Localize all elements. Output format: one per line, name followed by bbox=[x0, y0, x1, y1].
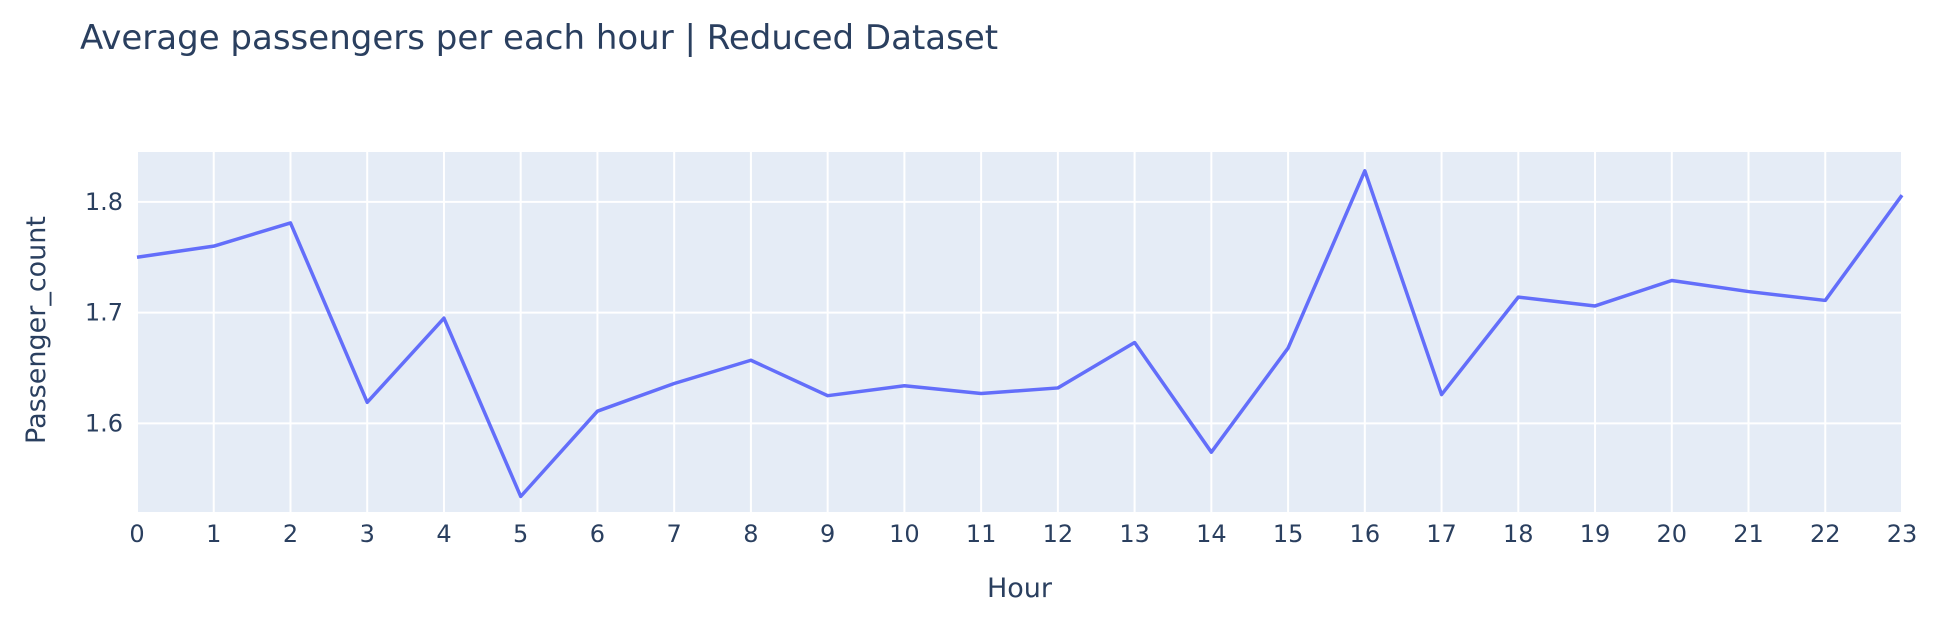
x-tick-label: 16 bbox=[1350, 520, 1381, 548]
chart-title: Average passengers per each hour | Reduc… bbox=[80, 18, 999, 58]
x-axis-ticks: 0 1 2 3 4 5 6 7 8 9 10 11 12 13 14 15 16 17 18 19 20 21 22 23 bbox=[129, 520, 1917, 548]
data-point bbox=[1516, 295, 1520, 299]
data-point bbox=[1286, 346, 1290, 350]
x-tick-label: 6 bbox=[590, 520, 605, 548]
x-tick-label: 0 bbox=[129, 520, 144, 548]
data-point bbox=[826, 394, 830, 398]
gridlines bbox=[136, 152, 1903, 512]
data-point bbox=[288, 221, 292, 225]
x-tick-label: 10 bbox=[889, 520, 920, 548]
y-tick-label: 1.6 bbox=[85, 409, 123, 437]
x-tick-label: 12 bbox=[1043, 520, 1074, 548]
data-point bbox=[979, 391, 983, 395]
data-point bbox=[1823, 298, 1827, 302]
data-point bbox=[1363, 169, 1367, 173]
y-tick-label: 1.7 bbox=[85, 299, 123, 327]
data-point bbox=[749, 358, 753, 362]
x-tick-label: 19 bbox=[1580, 520, 1611, 548]
data-point bbox=[442, 316, 446, 320]
x-tick-label: 2 bbox=[283, 520, 298, 548]
x-axis-title: Hour bbox=[987, 573, 1053, 604]
x-tick-label: 9 bbox=[820, 520, 835, 548]
x-tick-label: 21 bbox=[1733, 520, 1764, 548]
y-tick-label: 1.8 bbox=[85, 188, 123, 216]
data-point bbox=[365, 400, 369, 404]
data-point bbox=[1593, 304, 1597, 308]
data-point bbox=[519, 494, 523, 498]
x-tick-label: 20 bbox=[1657, 520, 1688, 548]
data-point bbox=[1440, 393, 1444, 397]
x-tick-label: 18 bbox=[1503, 520, 1534, 548]
x-tick-label: 4 bbox=[436, 520, 451, 548]
series-line bbox=[136, 169, 1904, 499]
data-point bbox=[135, 255, 139, 259]
data-point bbox=[1900, 193, 1904, 197]
data-point bbox=[1209, 450, 1213, 454]
x-tick-label: 23 bbox=[1887, 520, 1918, 548]
x-tick-label: 11 bbox=[966, 520, 997, 548]
plot-area bbox=[137, 152, 1902, 512]
x-tick-label: 7 bbox=[667, 520, 682, 548]
data-point bbox=[595, 409, 599, 413]
series-layer bbox=[135, 169, 1904, 499]
x-tick-label: 13 bbox=[1119, 520, 1150, 548]
y-axis-title: Passenger_count bbox=[21, 216, 52, 444]
data-point bbox=[672, 382, 676, 386]
data-point bbox=[212, 244, 216, 248]
data-point bbox=[1056, 386, 1060, 390]
x-tick-label: 1 bbox=[206, 520, 221, 548]
data-point bbox=[1670, 278, 1674, 282]
x-tick-label: 8 bbox=[743, 520, 758, 548]
x-tick-label: 3 bbox=[360, 520, 375, 548]
x-tick-label: 15 bbox=[1273, 520, 1304, 548]
x-tick-label: 17 bbox=[1426, 520, 1457, 548]
data-point bbox=[1133, 341, 1137, 345]
x-tick-label: 14 bbox=[1196, 520, 1227, 548]
x-tick-label: 5 bbox=[513, 520, 528, 548]
y-axis-ticks: 1.6 1.7 1.8 bbox=[85, 188, 123, 438]
data-point bbox=[902, 384, 906, 388]
x-tick-label: 22 bbox=[1810, 520, 1841, 548]
data-point bbox=[1747, 290, 1751, 294]
